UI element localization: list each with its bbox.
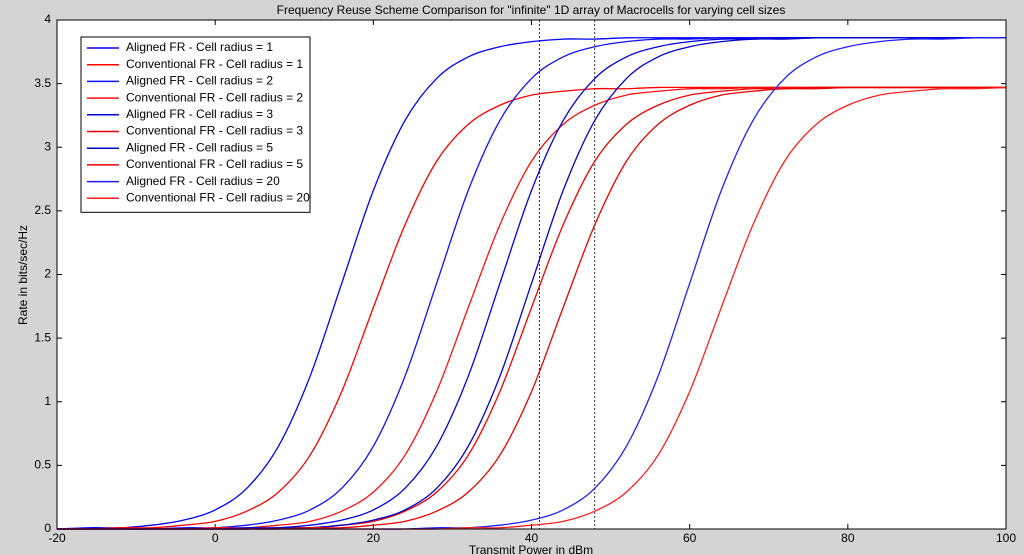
x-axis-label: Transmit Power in dBm <box>469 543 593 555</box>
x-tick-label: 40 <box>525 531 539 545</box>
legend-label: Conventional FR - Cell radius = 1 <box>126 57 303 71</box>
y-tick-label: 4 <box>44 12 51 26</box>
legend-label: Conventional FR - Cell radius = 2 <box>126 90 303 104</box>
x-tick-label: 60 <box>683 531 697 545</box>
legend-label: Aligned FR - Cell radius = 5 <box>126 140 273 154</box>
y-axis-label: Rate in bits/sec/Hz <box>16 225 30 325</box>
legend-label: Conventional FR - Cell radius = 5 <box>126 157 303 171</box>
x-tick-label: 80 <box>841 531 855 545</box>
y-tick-label: 2 <box>44 267 51 281</box>
chart-title: Frequency Reuse Scheme Comparison for "i… <box>277 3 786 17</box>
y-tick-label: 1.5 <box>34 330 51 344</box>
x-tick-label: -20 <box>48 531 66 545</box>
legend-label: Aligned FR - Cell radius = 1 <box>126 40 273 54</box>
y-tick-label: 0.5 <box>34 458 51 472</box>
axes-box <box>56 19 1007 530</box>
x-tick-label: 100 <box>996 531 1016 545</box>
legend-label: Aligned FR - Cell radius = 3 <box>126 107 273 121</box>
x-tick-label: 0 <box>212 531 219 545</box>
y-tick-label: 1 <box>44 394 51 408</box>
y-tick-label: 3.5 <box>34 76 51 90</box>
y-tick-label: 2.5 <box>34 203 51 217</box>
legend-label: Aligned FR - Cell radius = 2 <box>126 74 273 88</box>
x-tick-label: 20 <box>367 531 381 545</box>
legend-label: Aligned FR - Cell radius = 20 <box>126 174 280 188</box>
legend-label: Conventional FR - Cell radius = 3 <box>126 124 303 138</box>
legend-label: Conventional FR - Cell radius = 20 <box>126 190 310 204</box>
legend-box <box>80 36 311 213</box>
y-tick-label: 0 <box>44 521 51 535</box>
y-tick-label: 3 <box>44 139 51 153</box>
